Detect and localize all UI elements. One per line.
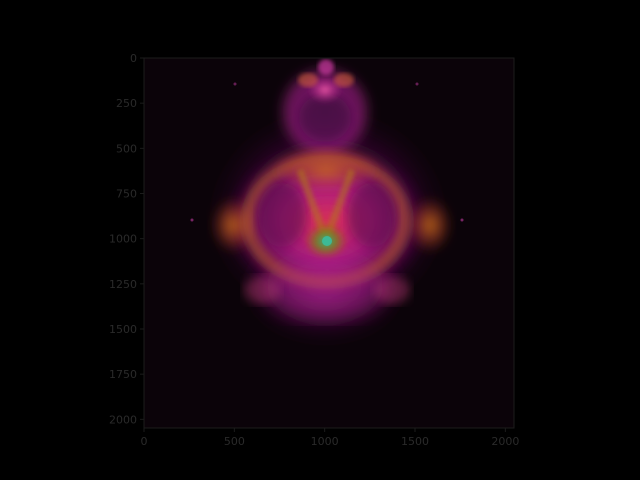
x-axis: 0 500 1000 1500 2000 bbox=[141, 428, 519, 448]
plot-frame bbox=[143, 57, 515, 429]
y-tick-label: 750 bbox=[116, 187, 137, 200]
y-tick-label: 1500 bbox=[109, 323, 137, 336]
y-tick-label: 0 bbox=[130, 52, 137, 65]
y-tick-label: 1000 bbox=[109, 233, 137, 246]
y-tick-label: 2000 bbox=[109, 413, 137, 426]
heatmap-image bbox=[190, 59, 464, 340]
y-axis: 0 250 500 750 1000 1250 1500 1750 2000 bbox=[109, 52, 144, 426]
y-tick-label: 1250 bbox=[109, 278, 137, 291]
x-tick-label: 1000 bbox=[311, 435, 339, 448]
y-tick-label: 1750 bbox=[109, 368, 137, 381]
y-tick-label: 250 bbox=[116, 97, 137, 110]
x-tick-label: 0 bbox=[141, 435, 148, 448]
x-tick-label: 2000 bbox=[491, 435, 519, 448]
y-tick-label: 500 bbox=[116, 142, 137, 155]
x-tick-label: 500 bbox=[224, 435, 245, 448]
x-tick-label: 1500 bbox=[401, 435, 429, 448]
